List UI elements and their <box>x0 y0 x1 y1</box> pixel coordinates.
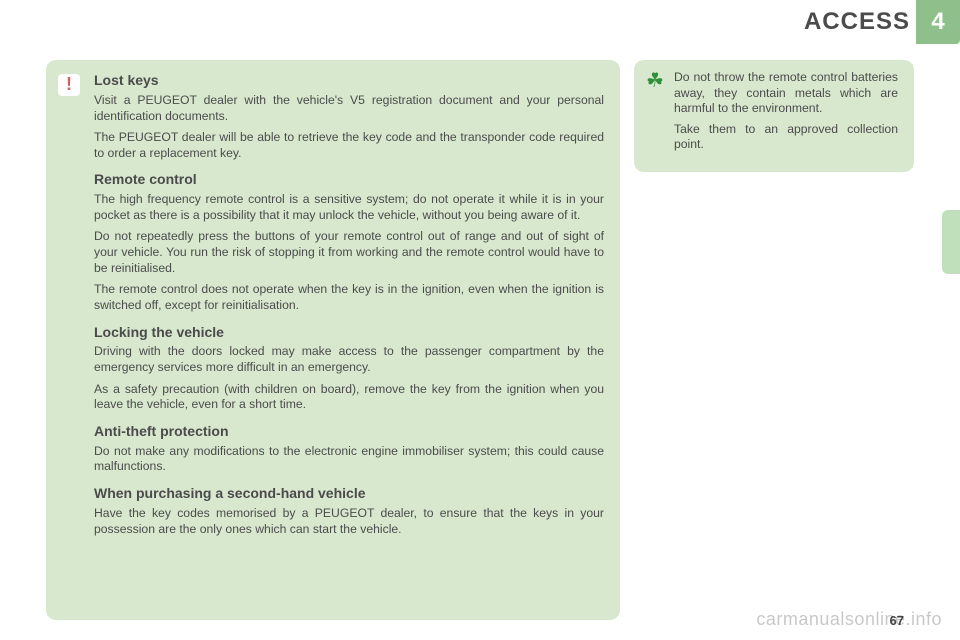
heading-remote-control: Remote control <box>94 171 604 189</box>
body-text: Driving with the doors locked may make a… <box>94 344 604 375</box>
body-text: Do not make any modifications to the ele… <box>94 444 604 475</box>
chapter-tab: 4 <box>916 0 960 44</box>
warning-icon: ! <box>58 74 80 96</box>
body-text: The remote control does not operate when… <box>94 282 604 313</box>
watermark-text: carmanualsonline.info <box>756 609 942 630</box>
body-text: As a safety precaution (with children on… <box>94 382 604 413</box>
side-thumb-tab <box>942 210 960 274</box>
page-header: ACCESS 4 <box>0 0 960 44</box>
chapter-number: 4 <box>931 8 944 36</box>
eco-icon: ☘ <box>644 70 666 92</box>
heading-anti-theft: Anti-theft protection <box>94 423 604 441</box>
page-title: ACCESS <box>804 8 916 36</box>
body-text: The PEUGEOT dealer will be able to retri… <box>94 130 604 161</box>
content-area: ! Lost keys Visit a PEUGEOT dealer with … <box>46 60 914 620</box>
body-text: Do not repeatedly press the buttons of y… <box>94 229 604 276</box>
body-text: Take them to an approved collection poin… <box>674 122 898 153</box>
main-info-card: ! Lost keys Visit a PEUGEOT dealer with … <box>46 60 620 620</box>
eco-info-card: ☘ Do not throw the remote control batter… <box>634 60 914 172</box>
warning-icon-label: ! <box>66 73 72 96</box>
body-text: Visit a PEUGEOT dealer with the vehicle'… <box>94 93 604 124</box>
heading-lost-keys: Lost keys <box>94 72 604 90</box>
body-text: The high frequency remote control is a s… <box>94 192 604 223</box>
clover-icon: ☘ <box>646 71 664 91</box>
body-text: Do not throw the remote control batterie… <box>674 70 898 117</box>
heading-second-hand: When purchasing a second-hand vehicle <box>94 485 604 503</box>
body-text: Have the key codes memorised by a PEUGEO… <box>94 506 604 537</box>
heading-locking: Locking the vehicle <box>94 324 604 342</box>
